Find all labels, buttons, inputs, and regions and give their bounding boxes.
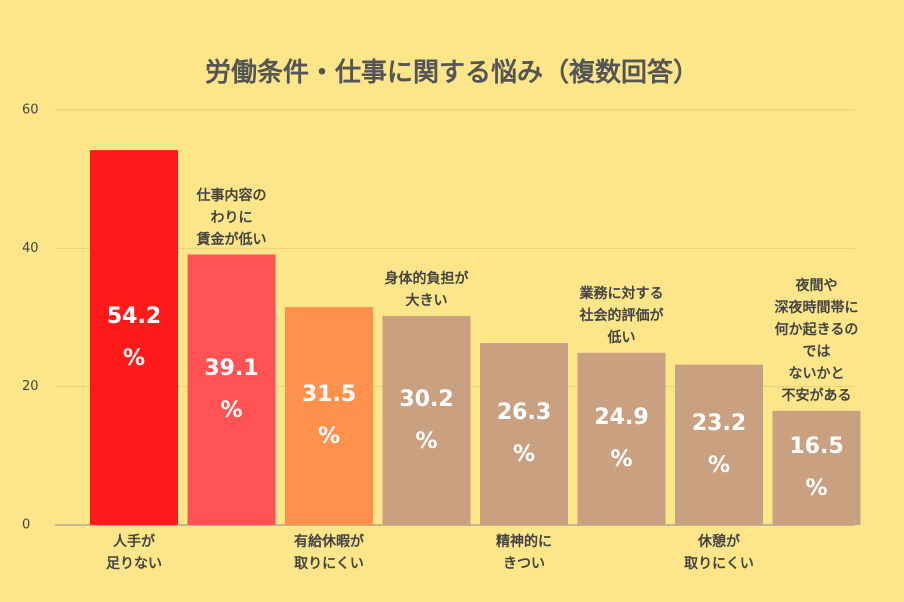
x-tick-label: 身体的負担が 大きい xyxy=(384,271,469,310)
value-label: 39.1 % xyxy=(204,355,259,423)
x-tick-label: 仕事内容の わりに 賃金が低い xyxy=(196,187,267,248)
y-tick-label: 20 xyxy=(22,379,39,394)
bar xyxy=(382,316,471,525)
bar xyxy=(577,352,666,525)
value-label: 24.9 % xyxy=(594,404,649,472)
bar xyxy=(187,254,276,525)
y-tick-label: 60 xyxy=(22,103,39,118)
value-label: 31.5 % xyxy=(301,382,357,450)
value-label: 30.2 % xyxy=(399,386,454,454)
x-tick-label: 休憩が 取りにくい xyxy=(684,534,754,572)
bar xyxy=(285,307,373,525)
bar xyxy=(480,343,568,525)
value-label: 54.2 % xyxy=(106,303,162,371)
y-tick-label: 0 xyxy=(22,518,30,533)
x-tick-label: 業務に対する 社会的評価が 低い xyxy=(579,285,664,346)
bar xyxy=(90,150,178,525)
value-label: 23.2 % xyxy=(691,410,747,478)
chart-title: 労働条件・仕事に関する悩み（複数回答） xyxy=(204,58,699,88)
value-label: 16.5 % xyxy=(789,433,844,501)
x-tick-label: 有給休暇が 取りにくい xyxy=(294,534,364,572)
y-tick-label: 40 xyxy=(22,241,39,256)
bar xyxy=(675,364,763,525)
x-tick-label: 精神的に きつい xyxy=(496,534,552,572)
x-tick-label: 人手が 足りない xyxy=(106,534,162,572)
x-tick-label: 夜間や 深夜時間帯に 何か起きるのでは ないかと 不安がある xyxy=(774,277,859,404)
value-label: 26.3 % xyxy=(496,400,552,468)
bar xyxy=(772,410,861,525)
